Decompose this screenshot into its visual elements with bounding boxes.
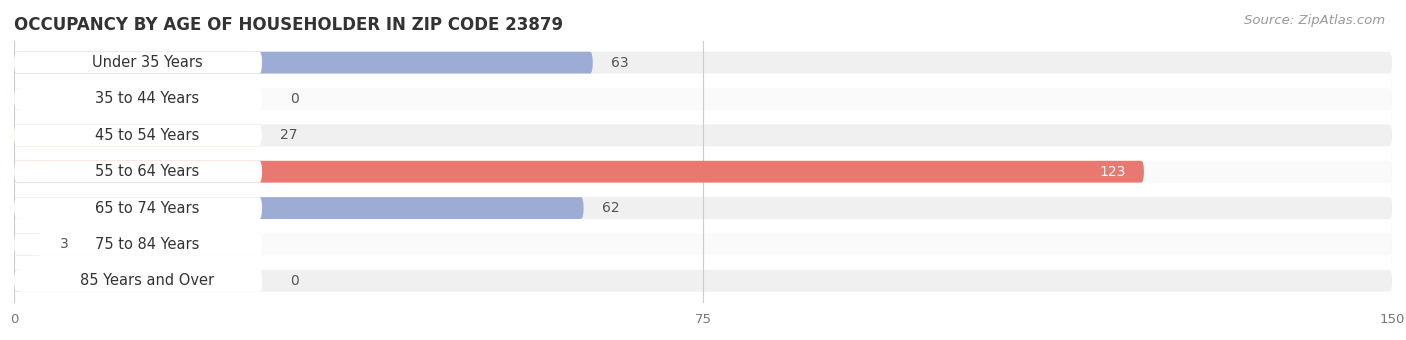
Text: Source: ZipAtlas.com: Source: ZipAtlas.com bbox=[1244, 14, 1385, 27]
FancyBboxPatch shape bbox=[14, 161, 1144, 183]
Text: 123: 123 bbox=[1099, 165, 1126, 179]
Text: 0: 0 bbox=[290, 92, 298, 106]
FancyBboxPatch shape bbox=[14, 161, 262, 183]
FancyBboxPatch shape bbox=[14, 52, 593, 73]
FancyBboxPatch shape bbox=[14, 234, 262, 255]
Text: 0: 0 bbox=[290, 274, 298, 288]
Text: 65 to 74 Years: 65 to 74 Years bbox=[96, 201, 200, 216]
Text: 27: 27 bbox=[280, 128, 298, 142]
FancyBboxPatch shape bbox=[14, 270, 22, 292]
FancyBboxPatch shape bbox=[14, 88, 22, 110]
Text: 35 to 44 Years: 35 to 44 Years bbox=[96, 91, 200, 106]
FancyBboxPatch shape bbox=[14, 52, 262, 73]
FancyBboxPatch shape bbox=[14, 161, 1392, 183]
FancyBboxPatch shape bbox=[14, 88, 262, 110]
Text: 3: 3 bbox=[60, 237, 69, 251]
FancyBboxPatch shape bbox=[14, 270, 1392, 292]
Text: 45 to 54 Years: 45 to 54 Years bbox=[96, 128, 200, 143]
Text: 55 to 64 Years: 55 to 64 Years bbox=[96, 164, 200, 179]
Text: Under 35 Years: Under 35 Years bbox=[91, 55, 202, 70]
FancyBboxPatch shape bbox=[14, 124, 262, 146]
Text: 63: 63 bbox=[612, 56, 628, 70]
FancyBboxPatch shape bbox=[14, 124, 1392, 146]
FancyBboxPatch shape bbox=[14, 52, 1392, 73]
FancyBboxPatch shape bbox=[14, 197, 262, 219]
FancyBboxPatch shape bbox=[14, 88, 1392, 110]
FancyBboxPatch shape bbox=[14, 270, 262, 292]
FancyBboxPatch shape bbox=[14, 124, 262, 146]
Text: 62: 62 bbox=[602, 201, 620, 215]
Text: OCCUPANCY BY AGE OF HOUSEHOLDER IN ZIP CODE 23879: OCCUPANCY BY AGE OF HOUSEHOLDER IN ZIP C… bbox=[14, 16, 564, 34]
Text: 75 to 84 Years: 75 to 84 Years bbox=[96, 237, 200, 252]
Text: 85 Years and Over: 85 Years and Over bbox=[80, 273, 214, 288]
FancyBboxPatch shape bbox=[14, 197, 583, 219]
FancyBboxPatch shape bbox=[14, 234, 42, 255]
FancyBboxPatch shape bbox=[14, 234, 1392, 255]
FancyBboxPatch shape bbox=[14, 197, 1392, 219]
